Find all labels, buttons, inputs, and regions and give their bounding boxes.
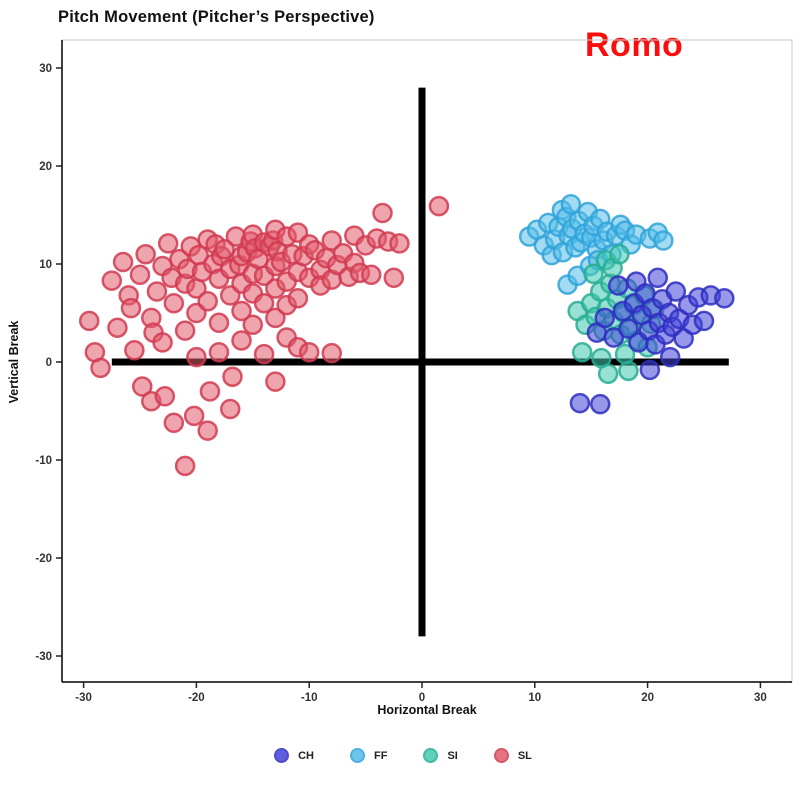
point-SL	[428, 195, 450, 217]
x-tick-label: -30	[75, 692, 92, 704]
point-SL	[253, 292, 275, 314]
point-SL	[265, 307, 286, 329]
point-SL	[287, 288, 309, 309]
x-tick-label: 0	[419, 692, 425, 704]
point-SL	[163, 292, 185, 314]
point-SL	[174, 455, 196, 477]
point-CH	[608, 275, 629, 296]
point-SL	[186, 346, 207, 368]
x-tick-label: 10	[528, 692, 541, 704]
point-SL	[321, 342, 343, 364]
point-SL	[231, 330, 252, 351]
point-CH	[618, 318, 639, 339]
point-SL	[231, 300, 252, 322]
x-tick-label: -20	[188, 692, 205, 704]
legend-label: CH	[298, 749, 314, 762]
point-CH	[639, 359, 661, 381]
point-SL	[197, 290, 218, 312]
point-SL	[360, 264, 382, 286]
point-CH	[665, 281, 687, 302]
point-SL	[146, 281, 168, 302]
point-SL	[199, 381, 221, 402]
point-SI	[571, 341, 593, 363]
x-tick-label: -10	[301, 692, 318, 704]
point-CH	[569, 392, 591, 414]
pitcher-name-annotation: Romo	[585, 26, 684, 64]
point-CH	[659, 346, 681, 368]
point-SL	[129, 264, 151, 286]
point-SL	[298, 341, 320, 363]
point-CH	[589, 393, 611, 415]
point-SL	[389, 233, 410, 254]
point-SL	[183, 405, 205, 427]
point-CH	[714, 288, 735, 309]
point-SL	[253, 343, 275, 365]
y-tick-label: 0	[46, 357, 52, 369]
point-SL	[124, 339, 145, 361]
point-CH	[603, 327, 625, 348]
legend-label: SL	[517, 749, 532, 762]
chart-title: Pitch Movement (Pitcher’s Perspective)	[58, 8, 375, 26]
point-SL	[157, 233, 179, 254]
y-tick-label: -20	[35, 553, 52, 565]
point-SL	[208, 341, 230, 363]
y-tick-label: -10	[35, 455, 52, 467]
point-SL	[163, 412, 185, 434]
point-SL	[120, 297, 142, 319]
point-FF	[560, 193, 582, 215]
legend-dot-FF	[349, 748, 365, 763]
legend-label: FF	[373, 749, 388, 762]
point-SL	[214, 239, 235, 260]
legend-item-SL: SL	[493, 748, 532, 763]
legend-dot-SL	[493, 748, 509, 763]
point-SL	[265, 371, 286, 392]
y-tick-label: 20	[39, 161, 52, 173]
point-SL	[112, 251, 134, 273]
point-SL	[197, 420, 218, 441]
point-SL	[78, 310, 100, 332]
legend-dot-CH	[274, 748, 290, 763]
point-CH	[693, 310, 715, 332]
legend-item-SI: SI	[423, 748, 458, 763]
y-tick-label: 30	[39, 63, 52, 75]
point-SI	[618, 360, 639, 382]
scatter-plot-canvas: -30 -20 -10 0 10 20 30 -30 -20 -10 0 10 20 30	[35, 39, 793, 704]
point-CH	[594, 307, 615, 329]
point-SL	[152, 332, 173, 353]
x-tick-label: 20	[641, 692, 654, 704]
point-SI	[609, 243, 630, 265]
x-tick-label: 30	[754, 692, 767, 704]
legend-label: SI	[447, 749, 458, 762]
y-axis-label: Vertical Break	[7, 320, 21, 404]
point-SL	[107, 317, 128, 338]
point-SL	[174, 320, 196, 341]
point-SL	[101, 270, 123, 291]
legend-item-CH: CH	[274, 748, 314, 763]
point-SL	[222, 366, 243, 387]
point-FF	[653, 230, 674, 251]
point-SL	[208, 312, 230, 334]
point-SL	[372, 202, 393, 224]
point-SI	[583, 263, 604, 285]
point-SL	[321, 230, 343, 251]
point-SL	[90, 357, 111, 379]
point-SL	[219, 398, 241, 420]
point-SL	[154, 386, 176, 407]
point-CH	[647, 267, 669, 288]
point-SL	[383, 267, 405, 288]
x-axis-label: Horizontal Break	[377, 703, 477, 717]
point-SL	[132, 376, 153, 397]
legend-dot-SI	[423, 748, 439, 763]
legend-item-FF: FF	[349, 748, 388, 763]
legend: CH FF SI SL	[0, 748, 806, 763]
point-SL	[135, 243, 156, 265]
y-tick-label: 10	[39, 259, 52, 271]
point-SI	[597, 363, 619, 385]
y-tick-label: -30	[35, 651, 52, 663]
point-SL	[242, 314, 264, 336]
